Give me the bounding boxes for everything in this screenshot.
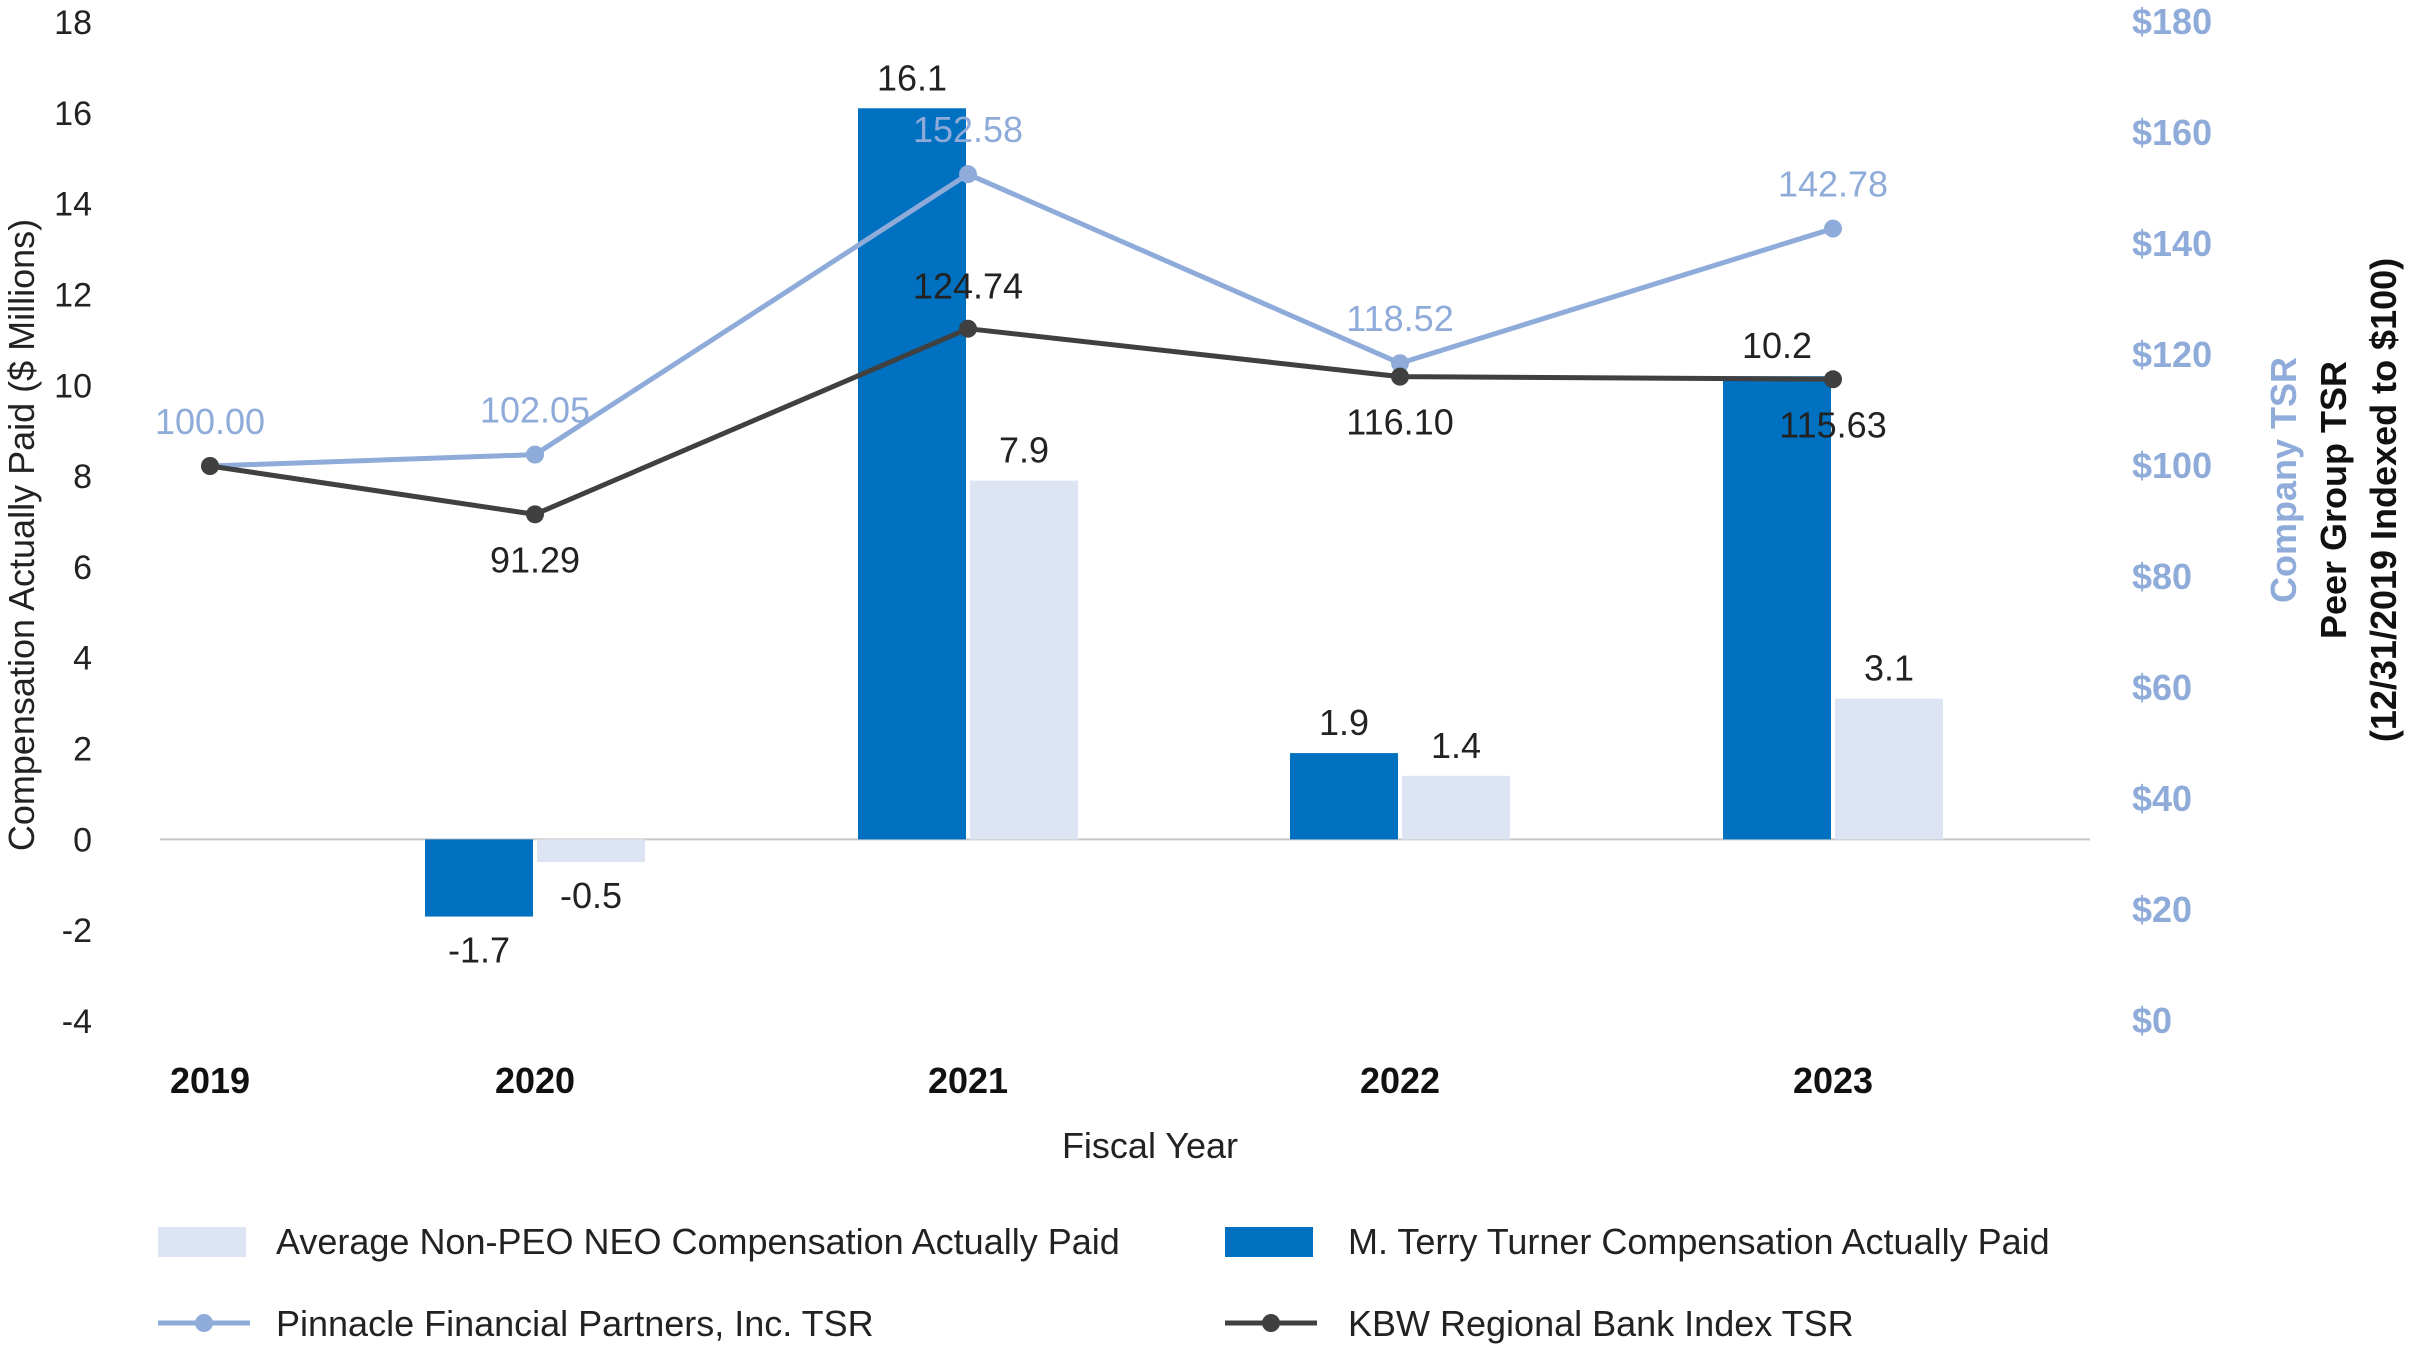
bar-turner bbox=[1290, 753, 1398, 840]
tsr-lines bbox=[201, 165, 1842, 524]
tsr-label-pinnacle: 118.52 bbox=[1346, 298, 1453, 339]
y-tick-label: 6 bbox=[73, 549, 92, 587]
point-kbw-tsr bbox=[201, 457, 219, 475]
point-pinnacle-tsr bbox=[1391, 354, 1409, 373]
legend-marker-kbw bbox=[1262, 1314, 1280, 1332]
tsr-label-kbw: 116.10 bbox=[1346, 402, 1453, 443]
bar-label-turner: 1.9 bbox=[1319, 702, 1369, 743]
point-pinnacle-tsr bbox=[1824, 219, 1842, 238]
bar-label-non-peo: 3.1 bbox=[1864, 648, 1914, 689]
legend-swatch-non-peo bbox=[158, 1227, 246, 1257]
y2-tick-label: $140 bbox=[2132, 223, 2212, 264]
legend-swatch-turner bbox=[1225, 1227, 1313, 1257]
bar-label-turner: -1.7 bbox=[448, 930, 510, 971]
bars bbox=[425, 108, 1943, 917]
x-tick-label: 2021 bbox=[928, 1060, 1008, 1101]
point-pinnacle-tsr bbox=[526, 445, 544, 464]
x-tick-label: 2020 bbox=[495, 1060, 575, 1101]
legend-label-non-peo: Average Non-PEO NEO Compensation Actuall… bbox=[276, 1221, 1120, 1262]
tsr-label-kbw: 124.74 bbox=[913, 266, 1023, 307]
tsr-label-pinnacle: 102.05 bbox=[480, 390, 590, 431]
point-kbw-tsr bbox=[1824, 370, 1842, 389]
y-tick-label: 4 bbox=[73, 640, 92, 678]
y-axis-title: Compensation Actually Paid ($ Millions) bbox=[1, 219, 42, 851]
y-tick-label: 18 bbox=[54, 4, 92, 42]
y2-tick-label: $60 bbox=[2132, 667, 2192, 708]
y-tick-label: 14 bbox=[54, 186, 92, 224]
x-tick-label: 2022 bbox=[1360, 1060, 1440, 1101]
y-tick-label: 2 bbox=[73, 731, 92, 769]
data-labels: -1.7 16.1 1.9 10.2 -0.5 7.9 1.4 3.1 100.00 102.05… bbox=[155, 57, 1914, 970]
legend-marker-pinnacle bbox=[195, 1314, 213, 1332]
x-tick-label: 2019 bbox=[170, 1060, 250, 1101]
bar-turner bbox=[858, 108, 966, 840]
y-tick-label: -2 bbox=[62, 912, 92, 950]
point-pinnacle-tsr bbox=[959, 165, 977, 184]
left-axis-ticks: -4 -2 0 2 4 6 8 10 12 14 16 18 bbox=[54, 4, 92, 1041]
bar-non-peo bbox=[970, 480, 1078, 840]
right-axis-ticks: $0 $20 $40 $60 $80 $100 $120 $140 $160 $180 bbox=[2132, 1, 2212, 1041]
y2-tick-label: $180 bbox=[2132, 1, 2212, 42]
point-kbw-tsr bbox=[959, 319, 977, 338]
y-tick-label: 10 bbox=[54, 367, 92, 405]
y2-tick-label: $120 bbox=[2132, 334, 2212, 375]
x-tick-label: 2023 bbox=[1793, 1060, 1873, 1101]
y-tick-label: 16 bbox=[54, 95, 92, 133]
bar-label-non-peo: -0.5 bbox=[560, 875, 622, 916]
bar-non-peo bbox=[1835, 698, 1943, 840]
bar-label-non-peo: 1.4 bbox=[1431, 725, 1481, 766]
y2-tick-label: $20 bbox=[2132, 889, 2192, 930]
bar-non-peo bbox=[537, 839, 645, 863]
y-tick-label: 12 bbox=[54, 276, 92, 314]
legend-label-kbw: KBW Regional Bank Index TSR bbox=[1348, 1303, 1854, 1344]
bar-turner bbox=[425, 839, 533, 917]
y2-axis-title-peer: Peer Group TSR bbox=[2313, 361, 2354, 639]
legend-label-turner: M. Terry Turner Compensation Actually Pa… bbox=[1348, 1221, 2050, 1262]
y-tick-label: 8 bbox=[73, 458, 92, 496]
y2-axis-title-peer-index: (12/31/2019 Indexed to $100) bbox=[2363, 258, 2404, 742]
category-labels: 2019 2020 2021 2022 2023 bbox=[170, 1060, 1873, 1101]
point-kbw-tsr bbox=[1391, 367, 1409, 386]
y2-tick-label: $100 bbox=[2132, 445, 2212, 486]
y2-axis-title-company: Company TSR bbox=[2263, 357, 2304, 603]
tsr-label-pinnacle: 142.78 bbox=[1778, 164, 1888, 205]
legend: Average Non-PEO NEO Compensation Actuall… bbox=[158, 1221, 2050, 1344]
bar-label-turner: 16.1 bbox=[877, 57, 947, 98]
y2-tick-label: $80 bbox=[2132, 556, 2192, 597]
point-kbw-tsr bbox=[526, 505, 544, 524]
bar-label-turner: 10.2 bbox=[1742, 325, 1812, 366]
x-axis-title: Fiscal Year bbox=[1062, 1125, 1238, 1166]
y-tick-label: 0 bbox=[73, 821, 92, 859]
bar-non-peo bbox=[1402, 775, 1510, 840]
y2-tick-label: $160 bbox=[2132, 112, 2212, 153]
y-tick-label: -4 bbox=[62, 1003, 92, 1041]
tsr-label-kbw: 115.63 bbox=[1779, 404, 1886, 445]
tsr-label-pinnacle: 152.58 bbox=[913, 109, 1023, 150]
bar-label-non-peo: 7.9 bbox=[999, 430, 1049, 471]
tsr-label-pinnacle: 100.00 bbox=[155, 401, 265, 442]
bar-turner bbox=[1723, 376, 1831, 840]
y2-tick-label: $40 bbox=[2132, 778, 2192, 819]
legend-label-pinnacle: Pinnacle Financial Partners, Inc. TSR bbox=[276, 1303, 874, 1344]
tsr-label-kbw: 91.29 bbox=[490, 539, 580, 580]
line-pinnacle-tsr bbox=[209, 171, 1834, 469]
y2-tick-label: $0 bbox=[2132, 1000, 2172, 1041]
